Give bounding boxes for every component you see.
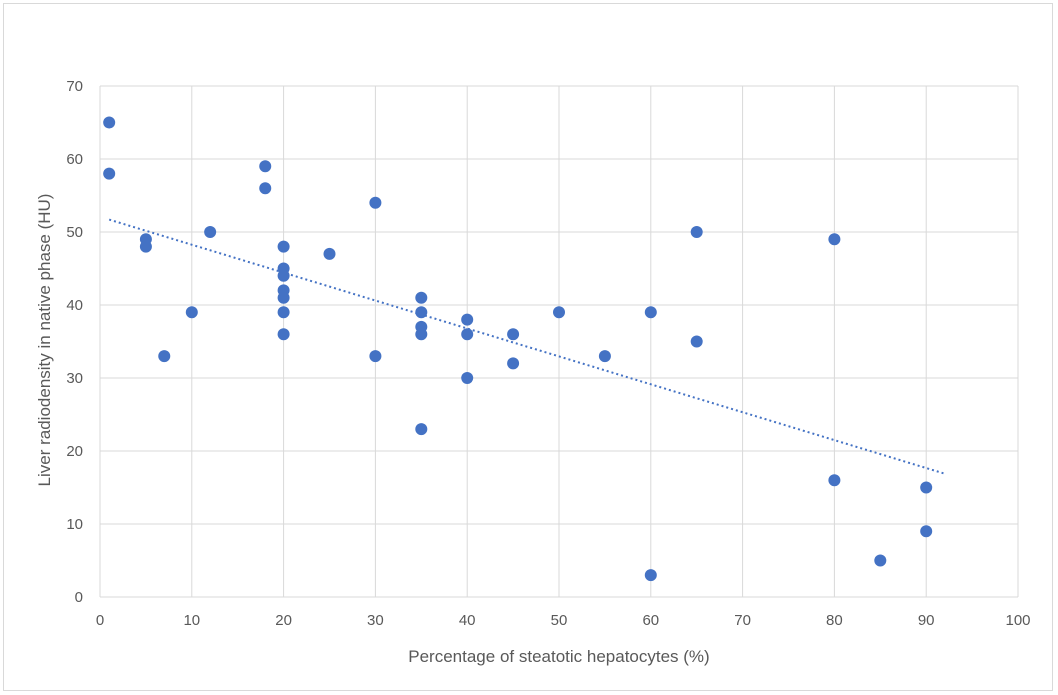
data-point [277,328,290,341]
y-tick-label: 40 [66,297,83,314]
y-tick-label: 30 [66,370,83,387]
data-point [644,569,657,582]
data-point [369,196,382,209]
x-tick-label: 20 [275,612,292,629]
data-point [553,306,565,319]
data-point [277,269,290,282]
data-point [507,328,520,341]
data-points [103,116,933,582]
data-point [507,357,520,370]
x-tick-label: 60 [642,612,659,629]
y-tick-label: 20 [66,443,83,460]
trendline [108,218,945,475]
data-point [259,182,272,195]
x-axis-title: Percentage of steatotic hepatocytes (%) [408,647,709,666]
x-tick-label: 0 [96,612,104,629]
tick-labels: 0 10 20 30 40 50 60 70 80 90 100 0 10 20 30 40 50 60 70 [66,78,1030,629]
data-point [415,291,428,304]
x-tick-label: 100 [1005,612,1030,629]
x-tick-label: 10 [183,612,200,629]
y-tick-label: 50 [66,224,83,241]
data-point [103,167,116,180]
x-tick-label: 70 [734,612,751,629]
trendline-layer [108,218,945,475]
data-point [323,247,336,260]
x-tick-label: 50 [551,612,568,629]
data-point [259,160,272,173]
data-point [139,240,152,253]
y-axis-title: Liver radiodensity in native phase (HU) [35,194,54,487]
y-tick-label: 60 [66,151,83,168]
data-point [277,240,290,253]
data-point [644,306,657,319]
data-point [415,423,428,436]
data-point [158,350,171,363]
data-point [461,328,474,341]
data-point [690,226,703,238]
data-point [277,291,290,304]
y-tick-label: 10 [66,516,83,533]
gridlines [99,85,1019,598]
data-point [874,554,887,567]
chart-frame [3,3,1053,691]
data-point [828,233,841,246]
data-point [185,306,198,319]
y-tick-label: 0 [75,589,83,606]
data-point [690,335,703,348]
x-tick-label: 40 [459,612,476,629]
x-tick-label: 90 [918,612,935,629]
data-point [277,306,290,319]
data-point [828,474,841,487]
x-tick-label: 80 [826,612,843,629]
data-point [598,350,611,363]
y-tick-label: 70 [66,78,83,95]
data-point [369,350,382,363]
data-point [103,116,116,129]
data-point [204,226,217,238]
data-point [415,328,428,341]
x-tick-label: 30 [367,612,384,629]
data-point [461,372,474,384]
data-point [920,525,933,538]
data-point [415,306,428,319]
data-point [461,313,474,326]
data-point [920,481,933,494]
